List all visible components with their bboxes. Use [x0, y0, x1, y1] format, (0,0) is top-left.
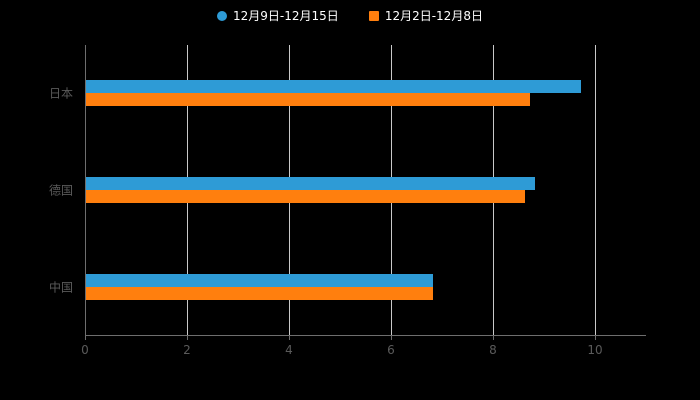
- x-axis-tick-label: 2: [183, 343, 191, 357]
- bar-series2-cat2[interactable]: [86, 190, 525, 203]
- x-tick-mark: [391, 335, 392, 340]
- bar-series1-cat3[interactable]: [86, 273, 433, 287]
- x-tick-mark: [595, 335, 596, 340]
- legend-label-series1: 12月9日-12月15日: [233, 9, 339, 23]
- y-axis-category-label: 德国: [48, 183, 73, 198]
- bar-series1-cat2[interactable]: [86, 177, 535, 190]
- x-axis-tick-label: 6: [387, 343, 395, 357]
- bar-series1-cat1[interactable]: [86, 80, 581, 94]
- legend-item-series1[interactable]: 12月9日-12月15日: [217, 7, 339, 24]
- bar-series2-cat1[interactable]: [86, 93, 530, 107]
- y-axis-category-label: 中国: [48, 280, 73, 295]
- gridline-x-10: [595, 45, 596, 335]
- x-axis-tick-label: 0: [81, 343, 89, 357]
- bar-series2-cat3[interactable]: [86, 286, 433, 300]
- x-axis-tick-label: 4: [285, 343, 293, 357]
- chart-legend: 12月9日-12月15日 12月2日-12月8日: [0, 7, 700, 24]
- legend-label-series2: 12月2日-12月8日: [384, 9, 483, 23]
- x-tick-mark: [493, 335, 494, 340]
- x-tick-mark: [85, 335, 86, 340]
- y-axis-line: [85, 45, 86, 335]
- y-axis-category-label: 日本: [48, 86, 73, 101]
- circle-marker-icon: [217, 10, 228, 21]
- legend-item-series2[interactable]: 12月2日-12月8日: [368, 7, 483, 24]
- x-axis-line: [85, 335, 646, 336]
- x-axis-tick-label: 10: [587, 343, 603, 357]
- square-marker-icon: [368, 10, 379, 21]
- x-tick-mark: [289, 335, 290, 340]
- plot-area: 0 2 4 6 8 10 日本德国中国: [49, 45, 646, 357]
- x-axis-tick-label: 8: [489, 343, 497, 357]
- x-tick-mark: [187, 335, 188, 340]
